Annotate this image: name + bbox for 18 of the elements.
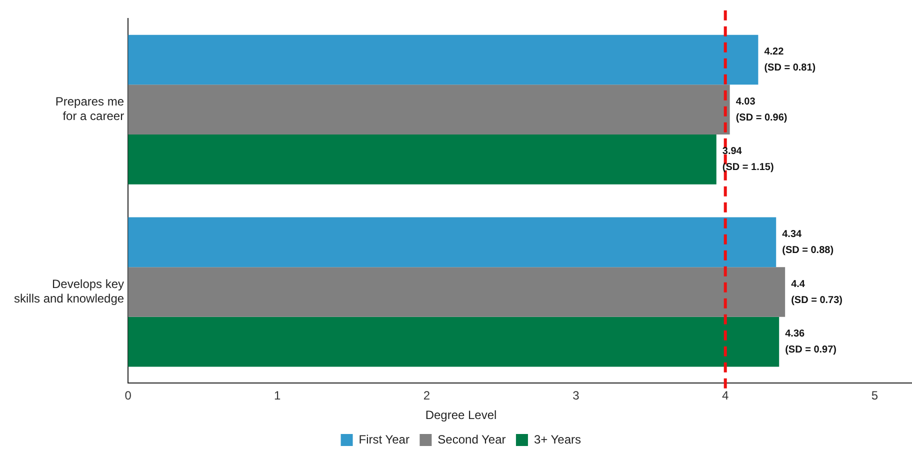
data-label: 4.4 (SD = 0.73) — [791, 278, 842, 306]
y-tick-label: Develops key skills and knowledge — [14, 277, 124, 306]
data-label: 4.22 (SD = 0.81) — [764, 46, 816, 74]
x-tick-label: 0 — [124, 388, 132, 403]
x-tick-label: 4 — [722, 388, 730, 403]
x-tick-label: 5 — [871, 388, 878, 403]
data-label: 4.03 (SD = 0.96) — [736, 96, 788, 124]
legend-label: First Year — [358, 432, 410, 446]
y-tick-label: Prepares me for a career — [55, 94, 124, 124]
legend-title: Degree Level — [425, 408, 497, 422]
legend-label: 3+ Years — [534, 432, 582, 446]
data-label: 3.94 (SD = 1.15) — [722, 146, 774, 174]
x-tick-label: 1 — [274, 388, 282, 403]
legend-label: Second Year — [438, 432, 506, 446]
x-tick-label: 3 — [572, 388, 580, 403]
data-label: 4.36 (SD = 0.97) — [785, 328, 837, 356]
x-tick-label: 2 — [423, 388, 430, 403]
data-label: 4.34 (SD = 0.88) — [782, 228, 834, 256]
